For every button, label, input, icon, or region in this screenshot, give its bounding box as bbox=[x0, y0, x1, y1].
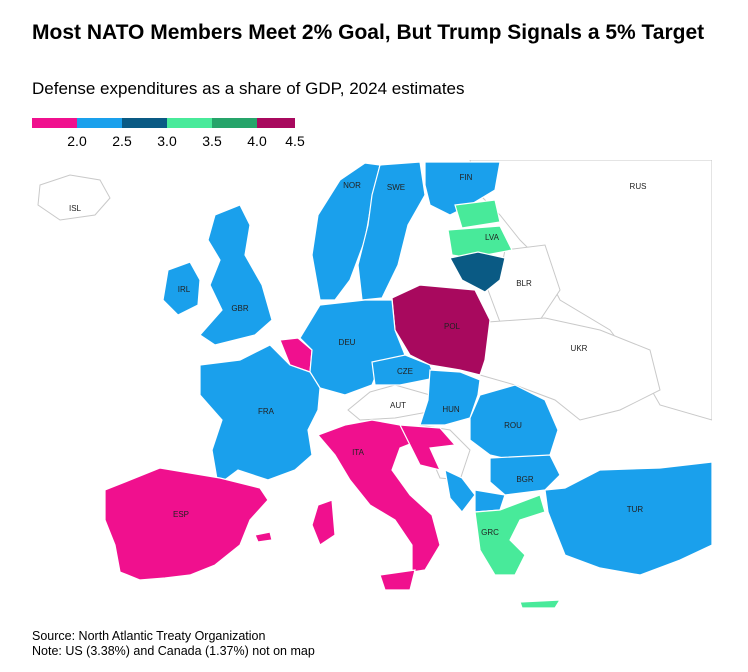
label-bgr: BGR bbox=[516, 475, 534, 484]
label-swe: SWE bbox=[387, 183, 405, 192]
chart-subtitle: Defense expenditures as a share of GDP, … bbox=[32, 79, 465, 98]
label-pol: POL bbox=[444, 322, 461, 331]
label-deu: DEU bbox=[339, 338, 356, 347]
legend-swatch-2.5-3 bbox=[122, 118, 167, 128]
legend-tick: 4.5 bbox=[285, 133, 305, 149]
chart-title: Most NATO Members Meet 2% Goal, But Trum… bbox=[32, 21, 705, 44]
legend-tick: 3.5 bbox=[202, 133, 222, 149]
label-irl: IRL bbox=[178, 285, 191, 294]
legend-swatch-4-4.5 bbox=[257, 118, 295, 128]
color-legend: 2.0 2.5 3.0 3.5 4.0 4.5 bbox=[32, 118, 312, 154]
legend-tick: 2.5 bbox=[112, 133, 132, 149]
legend-tick: 2.0 bbox=[67, 133, 87, 149]
label-nor: NOR bbox=[343, 181, 361, 190]
country-lva bbox=[447, 225, 513, 259]
country-ita-sicily bbox=[379, 569, 416, 591]
country-swe bbox=[357, 161, 426, 301]
country-esp bbox=[104, 467, 269, 581]
legend-swatch-3-3.5 bbox=[167, 118, 212, 128]
label-blr: BLR bbox=[516, 279, 532, 288]
legend-swatch-3.5-4 bbox=[212, 118, 257, 128]
label-cze: CZE bbox=[397, 367, 413, 376]
country-ita-sardinia bbox=[311, 499, 336, 546]
country-hrv bbox=[398, 424, 457, 471]
country-ukr bbox=[479, 317, 661, 421]
map-note: Note: US (3.38%) and Canada (1.37%) not … bbox=[32, 644, 315, 658]
label-grc: GRC bbox=[481, 528, 499, 537]
country-ltu bbox=[449, 251, 506, 293]
label-gbr: GBR bbox=[231, 304, 249, 313]
label-rus: RUS bbox=[630, 182, 647, 191]
country-gbr bbox=[199, 204, 273, 346]
europe-map: ISL IRL GBR NOR SWE FIN LVA BLR RUS POL … bbox=[37, 160, 712, 609]
label-tur: TUR bbox=[627, 505, 644, 514]
country-irl bbox=[162, 261, 201, 316]
label-rou: ROU bbox=[504, 421, 522, 430]
legend-tick: 3.0 bbox=[157, 133, 177, 149]
legend-swatch-2-2.5 bbox=[77, 118, 122, 128]
country-deu bbox=[299, 299, 406, 396]
country-esp-baleares bbox=[254, 531, 273, 543]
label-aut: AUT bbox=[390, 401, 406, 410]
label-fin: FIN bbox=[460, 173, 473, 182]
label-ita: ITA bbox=[352, 448, 365, 457]
source-note: Source: North Atlantic Treaty Organizati… bbox=[32, 629, 266, 643]
label-esp: ESP bbox=[173, 510, 189, 519]
country-fra bbox=[199, 344, 321, 487]
legend-swatch-below-2 bbox=[32, 118, 77, 128]
country-aut bbox=[347, 384, 431, 421]
country-tur bbox=[544, 461, 712, 576]
legend-tick: 4.0 bbox=[247, 133, 267, 149]
label-ukr: UKR bbox=[571, 344, 588, 353]
label-lva: LVA bbox=[485, 233, 500, 242]
country-pol bbox=[391, 284, 491, 376]
label-fra: FRA bbox=[258, 407, 275, 416]
country-grc bbox=[474, 494, 546, 576]
country-isl bbox=[37, 174, 111, 221]
chart-footer: Source: North Atlantic Treaty Organizati… bbox=[32, 629, 315, 659]
country-est bbox=[454, 199, 501, 229]
label-isl: ISL bbox=[69, 204, 82, 213]
label-hun: HUN bbox=[442, 405, 460, 414]
country-mkd bbox=[474, 489, 506, 513]
country-ita bbox=[316, 419, 441, 573]
country-mne bbox=[444, 468, 476, 513]
country-grc-crete bbox=[519, 599, 562, 609]
